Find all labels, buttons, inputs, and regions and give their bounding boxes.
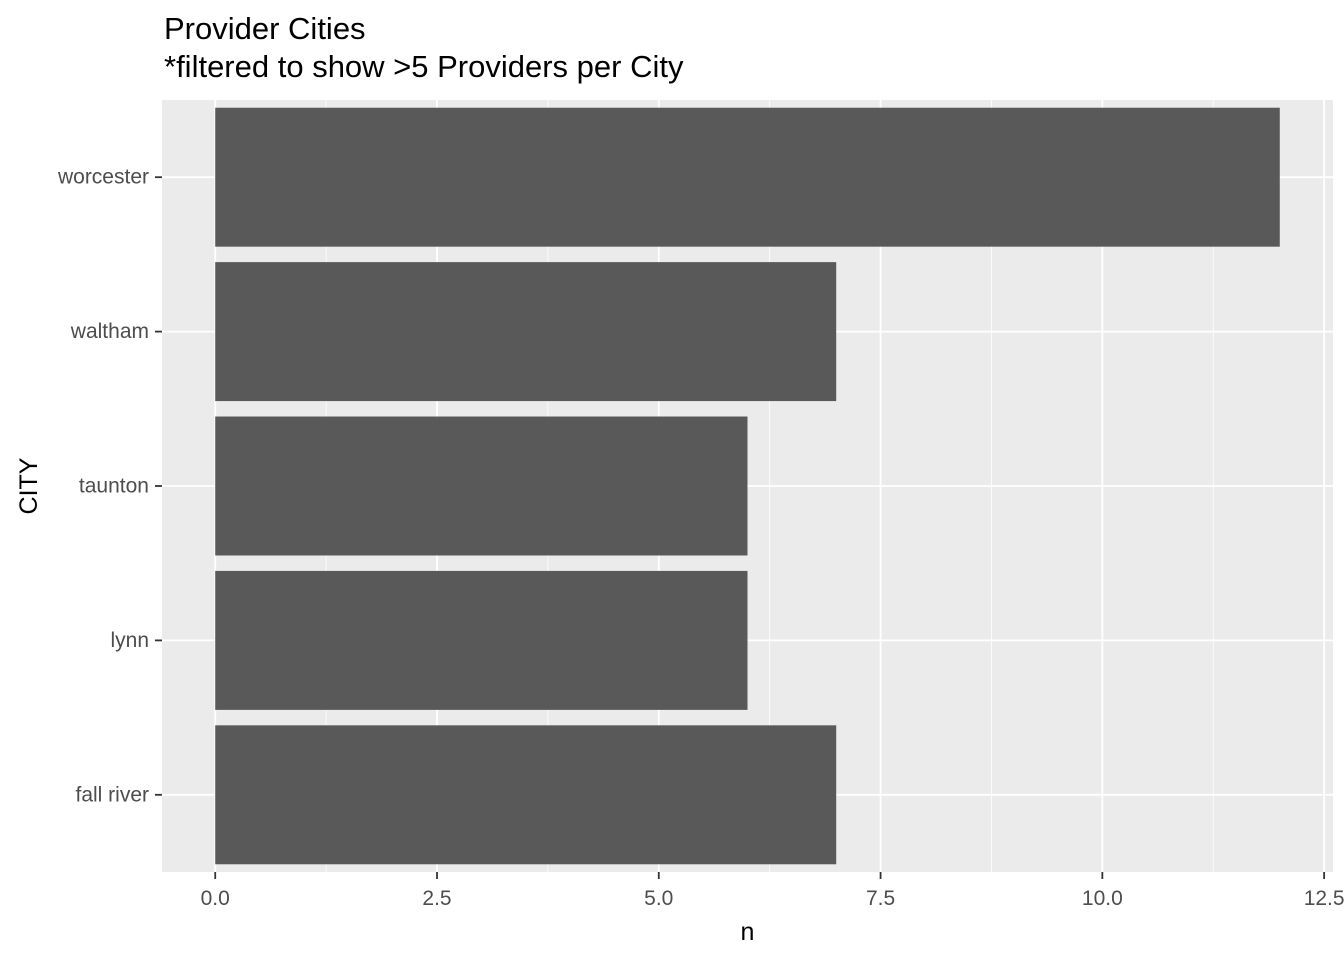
- bar-waltham: [215, 262, 837, 402]
- x-tick-label: 10.0: [1082, 887, 1123, 910]
- x-tick-label: 2.5: [422, 887, 451, 910]
- x-tick-label: 5.0: [644, 887, 673, 910]
- bar-worcester: [215, 107, 1280, 247]
- bars: [215, 107, 1280, 865]
- x-tick-label: 0.0: [201, 887, 230, 910]
- y-axis: worcester waltham taunton lynn fall river: [57, 166, 162, 806]
- x-tick-label: 12.5: [1304, 887, 1344, 910]
- y-tick-label: fall river: [75, 783, 149, 806]
- x-axis: 0.0 2.5 5.0 7.5 10.0 12.5: [201, 872, 1344, 910]
- x-tick-label: 7.5: [866, 887, 895, 910]
- y-tick-label: waltham: [70, 320, 149, 343]
- y-tick-label: lynn: [110, 629, 149, 652]
- bar-fall-river: [215, 725, 837, 865]
- bar-taunton: [215, 416, 748, 556]
- chart-subtitle: *filtered to show >5 Providers per City: [164, 49, 684, 84]
- x-axis-title: n: [741, 918, 755, 946]
- chart-title: Provider Cities: [164, 11, 366, 46]
- y-tick-label: taunton: [79, 475, 149, 498]
- y-tick-label: worcester: [57, 166, 149, 189]
- bar-lynn: [215, 570, 748, 710]
- y-axis-title: CITY: [15, 457, 43, 514]
